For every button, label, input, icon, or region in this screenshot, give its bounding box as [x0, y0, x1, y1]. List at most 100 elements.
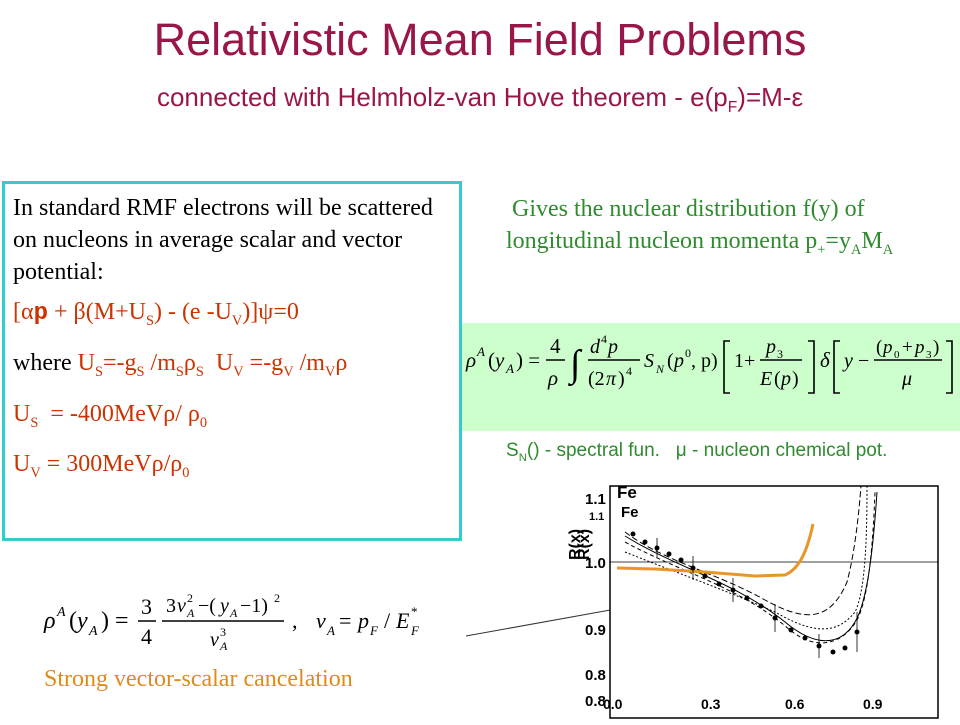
- x-tick-0-3: 0.3: [701, 696, 721, 712]
- y-tick-0-9: 0.9: [585, 622, 606, 639]
- rmf-highlight-curve: [616, 523, 815, 578]
- svg-text:p: p: [764, 336, 776, 358]
- svg-text:y: y: [218, 595, 229, 617]
- svg-text:A: A: [229, 606, 238, 620]
- page-subtitle: connected with Helmholz-van Hove theorem…: [156, 82, 804, 117]
- svg-text:0: 0: [685, 346, 691, 360]
- svg-text:3: 3: [777, 347, 783, 361]
- page-title: Relativistic Mean Field Problems: [153, 14, 807, 65]
- svg-text:3: 3: [220, 625, 226, 639]
- error-bars: [656, 538, 858, 658]
- svg-text:4: 4: [626, 364, 632, 378]
- svg-text:1+: 1+: [734, 350, 755, 372]
- svg-text:(: (: [69, 608, 77, 634]
- y-tick-1-1-ghost: 1.1: [589, 511, 604, 523]
- svg-text:p: p: [672, 350, 684, 372]
- spectral-function-caption: SN() - spectral fun. μ - nucleon chemica…: [506, 440, 888, 464]
- svg-text:p: p: [881, 337, 893, 358]
- svg-text:2: 2: [187, 591, 193, 605]
- svg-text:A: A: [326, 623, 335, 638]
- svg-text:*: *: [411, 604, 418, 619]
- svg-text:v: v: [177, 595, 186, 617]
- density-formula-svg: ρ A ( y A ) = 3 4 3 v 2 A −( y A −1) 2 v…: [43, 591, 420, 653]
- svg-text:v: v: [316, 608, 326, 633]
- svg-text:) =: ) =: [516, 348, 540, 372]
- svg-text:F: F: [410, 623, 420, 638]
- svg-text:3: 3: [166, 595, 176, 617]
- plot-frame: [609, 485, 939, 719]
- y-axis-label-ghost: R(x): [576, 529, 593, 560]
- y-axis-label: R(x): [567, 529, 584, 560]
- svg-text:E: E: [395, 608, 410, 633]
- svg-text:/: /: [384, 608, 391, 633]
- svg-text:v: v: [210, 629, 219, 651]
- svg-text:(: (: [667, 350, 674, 372]
- svg-text:N: N: [655, 362, 665, 376]
- svg-text:p: p: [779, 368, 791, 390]
- svg-text:ρ: ρ: [547, 366, 558, 390]
- svg-text:=: =: [339, 608, 351, 633]
- svg-text:A: A: [505, 361, 514, 376]
- svg-text:A: A: [476, 344, 485, 359]
- svg-text:−: −: [858, 350, 869, 372]
- svg-text:): ): [792, 368, 799, 390]
- svg-text:0: 0: [894, 349, 900, 361]
- x-tick-0-6: 0.6: [785, 696, 805, 712]
- svg-text:4: 4: [141, 624, 152, 649]
- dirac-equation: [αp + β(M+US) - (e -UV)]ψ=0: [13, 299, 299, 329]
- svg-text:,: ,: [292, 608, 298, 633]
- plot-label-fe: Fe: [617, 483, 637, 502]
- svg-text:A: A: [186, 606, 195, 620]
- svg-text:A: A: [219, 639, 228, 652]
- distribution-formula-svg: ρ A ( y A ) = 4 ρ ∫ d 4 p (2 π ) 4 S N (…: [465, 332, 953, 394]
- svg-text:4: 4: [550, 334, 561, 358]
- vector-potential-value: UV = 300MeVρ/ρ0: [13, 451, 190, 482]
- svg-text:, p): , p): [691, 350, 718, 372]
- x-tick-0-9: 0.9: [863, 696, 883, 712]
- svg-text:π: π: [606, 368, 617, 390]
- svg-text:μ: μ: [901, 368, 912, 390]
- svg-text:−1): −1): [240, 595, 268, 617]
- y-tick-0-8-ghost: 0.8: [585, 693, 606, 710]
- svg-text:A: A: [88, 624, 98, 639]
- svg-text:p: p: [356, 608, 369, 633]
- emc-ratio-plot: Fe Fe 1.1 1.1 1.0 0.9 0.8 0.8 R(x) R(x) …: [555, 472, 960, 720]
- svg-text:+: +: [902, 337, 913, 358]
- svg-text:S: S: [644, 350, 654, 372]
- svg-text:3: 3: [926, 349, 932, 361]
- plot-label-fe-ghost: Fe: [621, 504, 639, 521]
- svg-text:∫: ∫: [568, 343, 583, 387]
- svg-text:y: y: [493, 348, 505, 372]
- svg-text:) =: ) =: [101, 608, 129, 634]
- svg-text:(: (: [488, 348, 495, 372]
- density-formula: ρ A ( y A ) = 3 4 3 v 2 A −( y A −1) 2 v…: [40, 588, 460, 653]
- rmf-intro-text: In standard RMF electrons will be scatte…: [13, 195, 433, 285]
- svg-text:p: p: [913, 337, 925, 358]
- svg-text:3: 3: [141, 594, 152, 619]
- rmf-explanation-box: In standard RMF electrons will be scatte…: [2, 181, 462, 541]
- svg-text:): ): [933, 337, 939, 358]
- svg-text:y: y: [75, 608, 88, 634]
- svg-text:d: d: [590, 336, 601, 358]
- svg-text:4: 4: [601, 332, 607, 346]
- distribution-description: Gives the nuclear distribution f(y) of l…: [506, 196, 894, 258]
- svg-text:(: (: [876, 337, 882, 358]
- cancelation-caption: Strong vector-scalar cancelation: [44, 666, 353, 692]
- scalar-potential-value: US = -400MeVρ/ ρ0: [13, 400, 208, 431]
- svg-text:A: A: [56, 605, 66, 620]
- svg-text:−(: −(: [198, 595, 216, 617]
- svg-text:F: F: [369, 623, 379, 638]
- distribution-formula: ρ A ( y A ) = 4 ρ ∫ d 4 p (2 π ) 4 S N (…: [462, 323, 960, 431]
- x-tick-0-0: 0.0: [603, 696, 623, 712]
- potential-definition: where US=-gS /mSρS UV =-gV /mVρ: [13, 349, 348, 380]
- svg-text:ρ: ρ: [465, 348, 476, 372]
- svg-text:p: p: [606, 336, 618, 358]
- y-tick-0-8: 0.8: [585, 667, 606, 684]
- y-tick-1-0: 1.0: [585, 555, 606, 572]
- svg-text:(: (: [774, 368, 781, 390]
- y-tick-1-1: 1.1: [585, 491, 606, 508]
- svg-text:2: 2: [274, 591, 280, 605]
- where-word: where: [13, 349, 72, 376]
- svg-text:ρ: ρ: [43, 608, 56, 634]
- svg-text:): ): [618, 368, 625, 390]
